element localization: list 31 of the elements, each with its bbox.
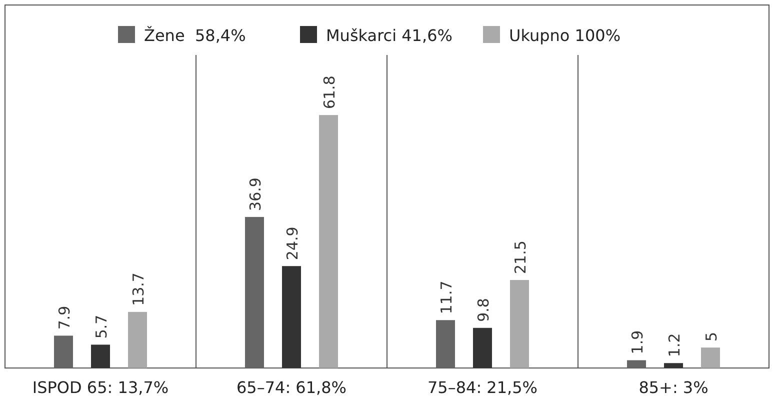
bar — [54, 336, 73, 368]
x-tick-label: ISPOD 65: 13,7% — [32, 378, 169, 397]
bar — [473, 328, 492, 368]
legend-label: Ukupno 100% — [509, 26, 621, 45]
data-label: 5 — [702, 332, 720, 342]
data-label: 36.9 — [246, 178, 264, 211]
legend-label: Muškarci 41,6% — [326, 26, 452, 45]
bar — [436, 320, 455, 368]
bar — [510, 280, 529, 368]
bar — [282, 266, 301, 368]
bar — [128, 312, 147, 368]
x-tick-label: 85+: 3% — [638, 378, 708, 397]
bar — [701, 348, 720, 368]
data-label: 1.9 — [628, 330, 646, 354]
bar — [627, 360, 646, 368]
data-label: 9.8 — [474, 298, 492, 322]
bar — [245, 216, 264, 368]
data-label: 5.7 — [92, 314, 110, 339]
bar — [91, 344, 110, 368]
bar — [664, 363, 683, 368]
bar — [319, 115, 338, 368]
data-label: 21.5 — [512, 240, 530, 274]
data-label: 61.8 — [320, 76, 338, 110]
data-label: 7.9 — [56, 306, 74, 330]
data-label: 24.9 — [284, 226, 302, 260]
data-label: 11.7 — [438, 280, 456, 314]
legend-label: Žene 58,4% — [144, 26, 246, 45]
x-tick-label: 75–84: 21,5% — [427, 378, 538, 397]
data-label: 13.7 — [130, 272, 148, 306]
data-label: 1.2 — [666, 333, 684, 358]
x-tick-label: 65–74: 61,8% — [236, 378, 347, 397]
